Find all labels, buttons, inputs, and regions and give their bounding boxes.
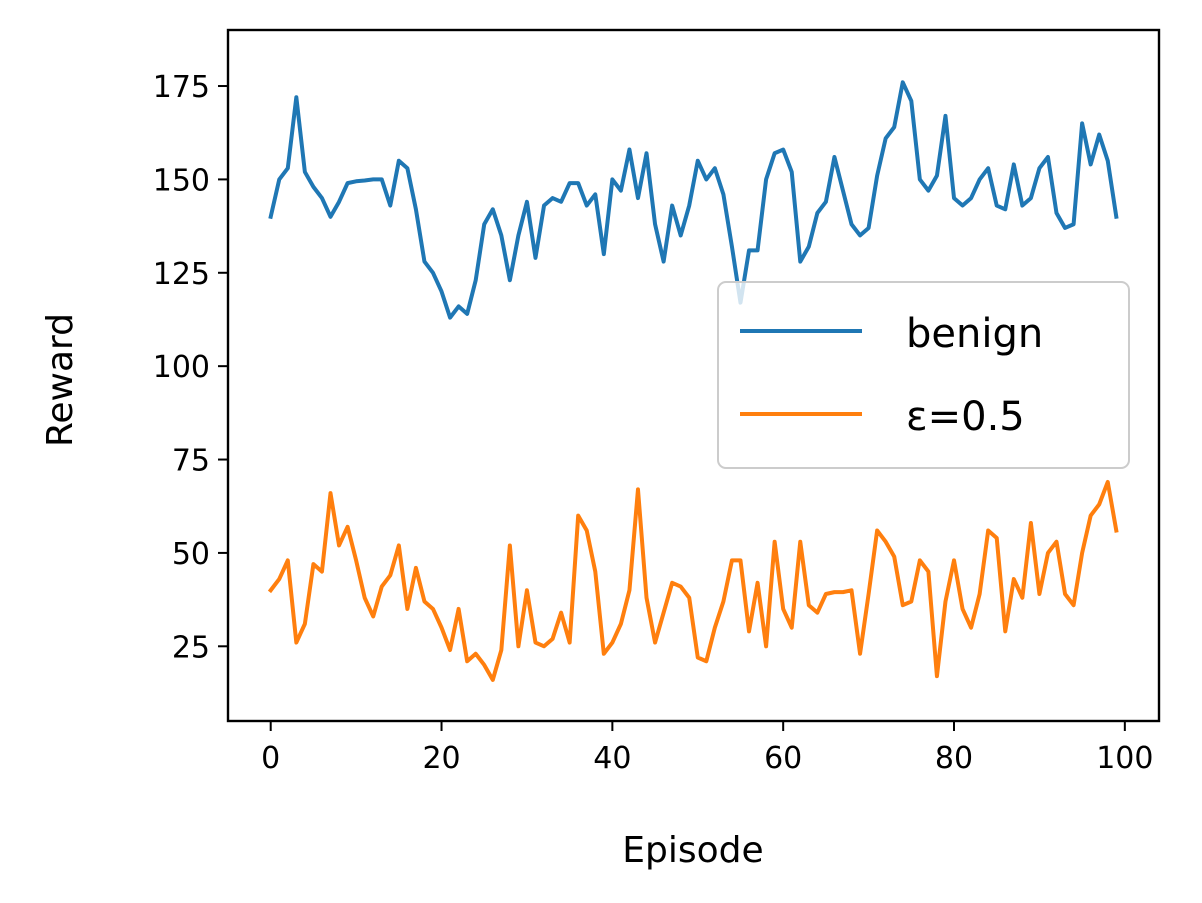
y-tick-label: 75 xyxy=(172,444,210,479)
x-tick-label: 80 xyxy=(935,741,973,776)
y-tick-label: 25 xyxy=(172,630,210,665)
y-axis: 25 50 75 100 125 150 175 xyxy=(153,70,228,665)
series-layer xyxy=(267,80,1119,682)
x-tick-label: 40 xyxy=(593,741,631,776)
x-tick-label: 60 xyxy=(764,741,802,776)
x-tick-label: 20 xyxy=(422,741,460,776)
series-line-epsilon xyxy=(267,479,1119,682)
y-tick-label: 125 xyxy=(153,257,210,292)
series-line-benign xyxy=(268,80,1119,320)
y-tick-label: 150 xyxy=(153,163,210,198)
x-axis-label: Episode xyxy=(622,830,763,871)
y-tick-label: 100 xyxy=(153,350,210,385)
x-tick-label: 100 xyxy=(1096,741,1153,776)
y-axis-label: Reward xyxy=(40,313,81,447)
plot-frame xyxy=(226,28,1161,723)
x-tick-label: 0 xyxy=(261,741,280,776)
legend-label-benign: benign xyxy=(906,311,1043,357)
legend: benign ε=0.5 xyxy=(717,281,1130,469)
x-axis: 0 20 40 60 80 100 xyxy=(261,721,1153,776)
y-tick-label: 175 xyxy=(153,70,210,105)
legend-frame xyxy=(717,281,1130,469)
legend-label-epsilon: ε=0.5 xyxy=(906,394,1025,440)
y-tick-label: 50 xyxy=(172,537,210,572)
